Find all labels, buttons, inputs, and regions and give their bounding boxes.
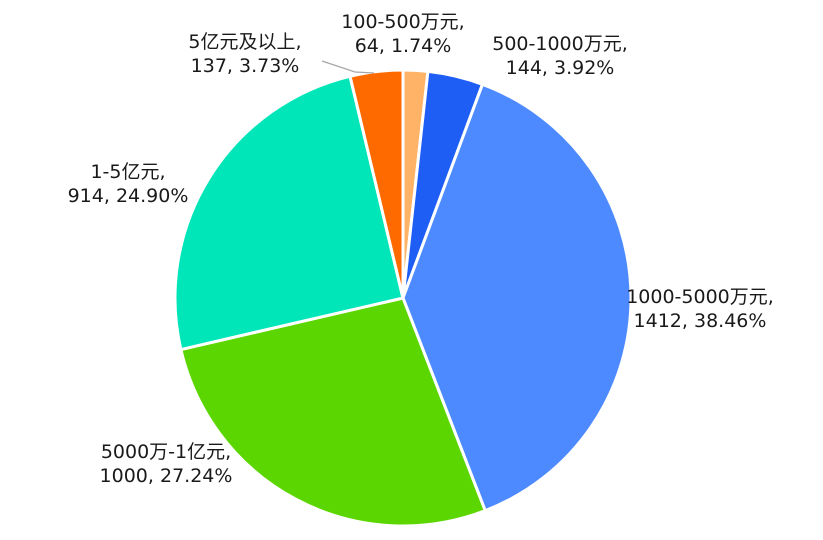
pie-slice (401, 82, 633, 513)
data-label-value: 137, 3.73% (191, 55, 300, 77)
leader-line (321, 60, 375, 74)
data-labels: 100-500万元, 64, 1.74% 500-1000万元, 144, 3.92%… (68, 11, 774, 487)
data-label-value: 1412, 38.46% (634, 310, 767, 332)
data-label-value: 144, 3.92% (506, 57, 615, 79)
data-label-value: 1000, 27.24% (100, 465, 233, 487)
data-label: 100-500万元, 64, 1.74% (341, 11, 464, 57)
data-label: 5亿元及以上, 137, 3.73% (188, 31, 301, 77)
data-label-category: 500-1000万元, (492, 33, 628, 55)
data-label: 1000-5000万元, 1412, 38.46% (626, 286, 774, 332)
pie-slice (348, 68, 405, 300)
data-label-category: 1-5亿元, (90, 161, 165, 183)
data-label-category: 100-500万元, (341, 11, 464, 33)
pie-slices (173, 68, 633, 528)
data-label-value: 914, 24.90% (68, 185, 189, 207)
pie-slice (179, 296, 487, 528)
data-label: 500-1000万元, 144, 3.92% (492, 33, 628, 79)
data-label-category: 1000-5000万元, (626, 286, 774, 308)
data-label: 1-5亿元, 914, 24.90% (68, 161, 189, 207)
data-label-category: 5000万-1亿元, (101, 441, 231, 463)
data-label-value: 64, 1.74% (355, 35, 452, 57)
leader-lines (321, 60, 375, 74)
pie-slice (173, 74, 405, 352)
data-label: 5000万-1亿元, 1000, 27.24% (100, 441, 233, 487)
data-label-category: 5亿元及以上, (188, 31, 301, 53)
